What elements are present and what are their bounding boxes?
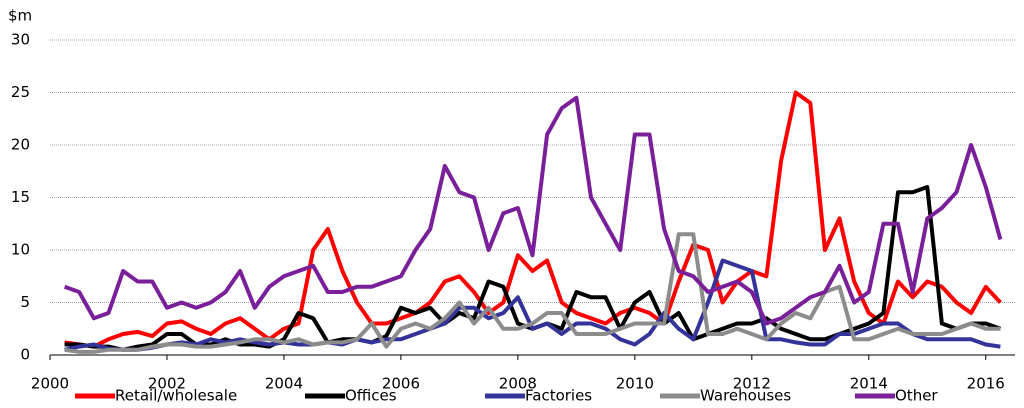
y-tick-label: 15 [11, 188, 30, 206]
legend-label: Warehouses [700, 387, 791, 405]
x-tick-label: 2006 [382, 375, 420, 393]
legend-label: Offices [345, 387, 397, 405]
y-tick-label: 10 [11, 241, 30, 259]
series-line [64, 90, 1002, 349]
y-tick-label: 0 [20, 346, 30, 364]
y-tick-label: 25 [11, 83, 30, 101]
x-tick-label: 2004 [265, 375, 303, 393]
x-tick-label: 2010 [616, 375, 654, 393]
series-line [63, 95, 1003, 326]
series-line [64, 258, 1001, 352]
series-line [64, 232, 1001, 354]
x-tick-label: 2016 [967, 375, 1005, 393]
y-tick-label: 30 [11, 31, 30, 49]
legend-label: Other [895, 387, 938, 405]
y-axis-label: $m [8, 7, 32, 25]
y-tick-label: 20 [11, 136, 30, 154]
legend-label: Factories [525, 387, 592, 405]
x-tick-label: 2008 [499, 375, 537, 393]
x-tick-label: 2002 [148, 375, 186, 393]
legend-label: Retail/wholesale [115, 387, 237, 405]
x-tick-label: 2000 [31, 375, 69, 393]
x-tick-label: 2014 [850, 375, 888, 393]
x-tick-label: 2012 [733, 375, 771, 393]
y-tick-label: 5 [20, 293, 30, 311]
